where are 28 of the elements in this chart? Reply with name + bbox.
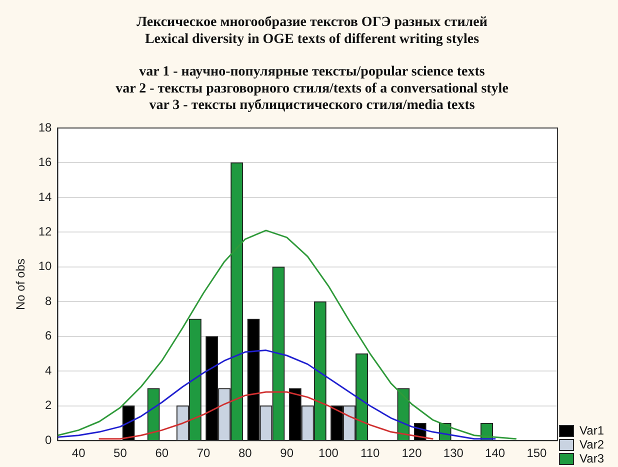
legend-label: Var1: [580, 423, 604, 438]
y-tick-label: 10: [38, 259, 52, 274]
x-tick-label: 110: [360, 446, 380, 460]
x-tick-label: 60: [155, 446, 169, 460]
x-tick-label: 130: [443, 446, 464, 460]
y-tick-label: 12: [38, 224, 52, 239]
x-tick-label: 70: [196, 446, 211, 460]
x-tick-label: 100: [318, 446, 339, 460]
y-tick-label: 18: [38, 120, 52, 134]
x-tick-label: 80: [238, 446, 252, 460]
y-tick-label: 14: [38, 190, 52, 204]
y-tick-label: 2: [45, 398, 52, 412]
legend-label: Var3: [580, 451, 604, 466]
x-tick-label: 140: [485, 446, 506, 460]
y-axis-title: No of obs: [14, 258, 28, 310]
chart-subtitle: var 1 - научно-популярные тексты/popular science texts var 2 - тексты разговорного стиля/texts of a conversational style var 3 - тексты публицистического стиля/media texts: [116, 64, 508, 114]
y-tick-label: 16: [38, 155, 52, 170]
y-tick-label: 4: [45, 363, 52, 378]
x-tick-label: 90: [280, 446, 294, 460]
x-tick-label: 50: [114, 446, 128, 460]
x-tick-label: 120: [402, 446, 422, 460]
x-tick-label: 40: [72, 446, 86, 460]
y-tick-label: 8: [45, 294, 52, 308]
chart-title: Лексическое многообразие текстов ОГЭ разных стилей Lexical diversity in OGE texts of different writing styles: [136, 15, 488, 47]
y-tick-label: 6: [45, 328, 52, 343]
y-tick-label: 0: [45, 432, 52, 447]
legend-label: Var2: [580, 437, 604, 452]
x-tick-label: 150: [526, 446, 548, 460]
